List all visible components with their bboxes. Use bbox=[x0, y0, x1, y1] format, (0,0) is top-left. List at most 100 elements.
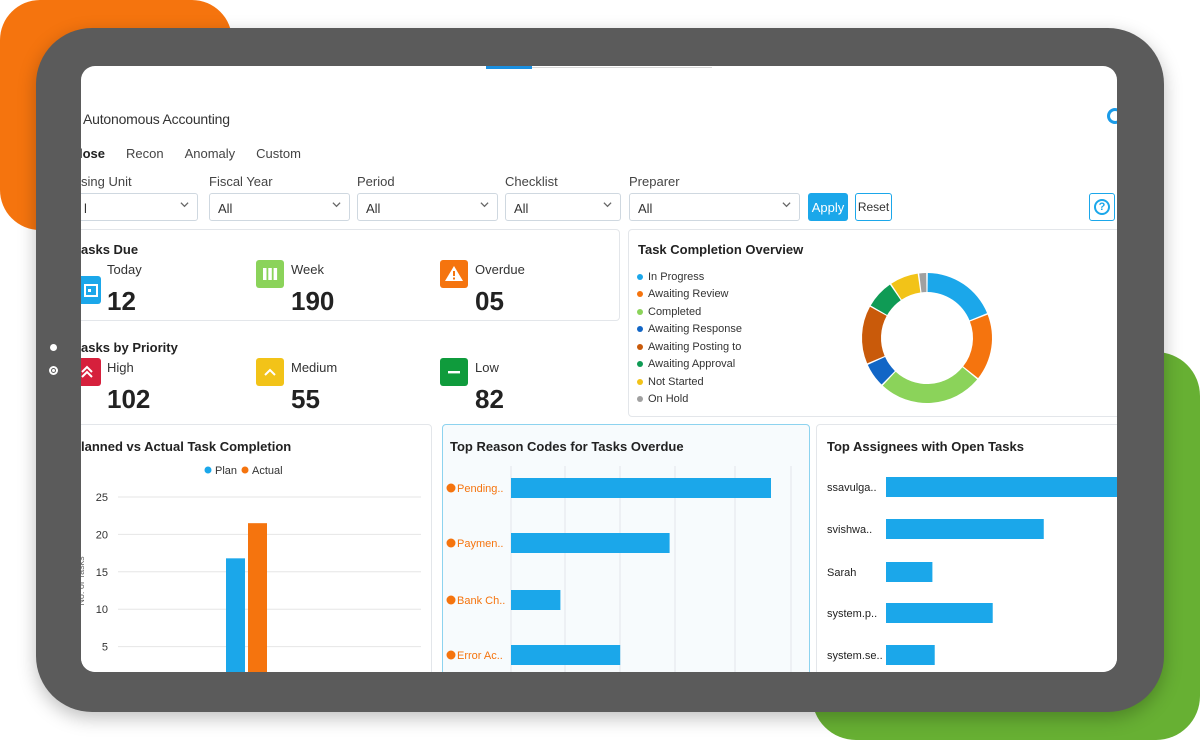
top-scroll-track bbox=[532, 67, 712, 68]
module-tabs: lose Recon Anomaly Custom bbox=[81, 146, 301, 161]
today-count[interactable]: 12 bbox=[107, 286, 136, 316]
question-mark-icon: ? bbox=[1094, 199, 1110, 215]
bar-plan[interactable] bbox=[226, 558, 245, 672]
reason-label[interactable]: Pending.. bbox=[457, 483, 503, 495]
legend-item[interactable]: Awaiting Posting to bbox=[637, 341, 741, 353]
week-columns-icon bbox=[256, 260, 284, 288]
assignee-bar[interactable] bbox=[886, 477, 1117, 497]
legend-item[interactable]: Completed bbox=[637, 306, 701, 318]
tasks-priority-title: asks by Priority bbox=[81, 340, 178, 355]
tab-custom[interactable]: Custom bbox=[256, 146, 301, 161]
checklist-value: All bbox=[514, 201, 529, 216]
brand-logo-icon bbox=[1107, 108, 1117, 124]
business-unit-select[interactable]: l bbox=[81, 193, 198, 221]
assignee-label[interactable]: Sarah bbox=[827, 567, 856, 579]
legend-label: Completed bbox=[648, 306, 702, 318]
overdue-label: Overdue bbox=[475, 262, 525, 277]
assignees-title: Top Assignees with Open Tasks bbox=[827, 439, 1024, 454]
assignee-bar[interactable] bbox=[886, 519, 1044, 539]
legend-swatch bbox=[637, 291, 643, 297]
low-count[interactable]: 82 bbox=[475, 384, 504, 414]
assignee-bar[interactable] bbox=[886, 603, 993, 623]
legend-item[interactable]: In Progress bbox=[637, 271, 704, 283]
y-tick-label: 25 bbox=[96, 492, 108, 504]
y-tick-label: 15 bbox=[96, 567, 108, 579]
tab-anomaly[interactable]: Anomaly bbox=[184, 146, 236, 161]
legend-item[interactable]: Awaiting Review bbox=[637, 288, 729, 300]
legend-swatch bbox=[637, 326, 643, 332]
tab-close[interactable]: lose bbox=[81, 146, 106, 161]
tab-recon[interactable]: Recon bbox=[126, 146, 164, 161]
donut-slice[interactable] bbox=[963, 314, 992, 379]
overdue-count[interactable]: 05 bbox=[475, 286, 504, 316]
assignee-bar[interactable] bbox=[886, 562, 933, 582]
y-axis-label: No. of Tasks bbox=[81, 556, 86, 606]
legend-swatch bbox=[637, 361, 643, 367]
chevron-down-icon bbox=[332, 202, 341, 208]
assignee-label[interactable]: svishwa.. bbox=[827, 524, 872, 536]
dashboard-screen: Autonomous Accounting lose Recon Anomaly… bbox=[81, 66, 1117, 672]
legend-swatch bbox=[637, 344, 643, 350]
business-unit-value: l bbox=[84, 201, 87, 216]
donut-slice[interactable] bbox=[861, 306, 887, 364]
legend-item[interactable]: On Hold bbox=[637, 393, 688, 405]
reason-bar[interactable] bbox=[511, 590, 561, 610]
filter-label-preparer: Preparer bbox=[629, 174, 680, 189]
y-tick-label: 5 bbox=[102, 642, 108, 654]
preparer-value: All bbox=[638, 201, 653, 216]
reason-codes-title: Top Reason Codes for Tasks Overdue bbox=[450, 439, 684, 454]
legend-label: Actual bbox=[252, 465, 283, 477]
reason-bar[interactable] bbox=[511, 478, 771, 498]
legend-swatch bbox=[637, 309, 643, 315]
help-button[interactable]: ? bbox=[1089, 193, 1115, 221]
assignee-label[interactable]: system.se.. bbox=[827, 650, 883, 662]
today-label: Today bbox=[107, 262, 142, 277]
assignee-bar[interactable] bbox=[886, 645, 935, 665]
legend-item[interactable]: Awaiting Approval bbox=[637, 358, 735, 370]
legend-label: Awaiting Approval bbox=[648, 358, 736, 370]
legend-item[interactable]: Awaiting Response bbox=[637, 323, 742, 335]
app-title: Autonomous Accounting bbox=[83, 111, 230, 127]
donut-slice[interactable] bbox=[891, 273, 921, 300]
donut-slice[interactable] bbox=[919, 273, 927, 293]
week-count[interactable]: 190 bbox=[291, 286, 335, 316]
reason-bullet-icon bbox=[446, 538, 456, 548]
checklist-select[interactable]: All bbox=[505, 193, 621, 221]
minus-icon bbox=[440, 358, 468, 386]
reset-button[interactable]: Reset bbox=[855, 193, 892, 221]
reason-bar[interactable] bbox=[511, 533, 670, 553]
high-label: High bbox=[107, 360, 134, 375]
tasks-due-panel bbox=[81, 229, 620, 321]
donut-slice[interactable] bbox=[882, 367, 978, 403]
week-label: Week bbox=[291, 262, 324, 277]
period-select[interactable]: All bbox=[357, 193, 498, 221]
medium-count[interactable]: 55 bbox=[291, 384, 320, 414]
donut-slice[interactable] bbox=[867, 356, 895, 385]
legend-item[interactable]: Not Started bbox=[637, 376, 704, 388]
legend-label: Awaiting Response bbox=[648, 323, 742, 335]
completion-overview-title: Task Completion Overview bbox=[638, 242, 804, 257]
apply-button[interactable]: Apply bbox=[808, 193, 848, 221]
donut-slice[interactable] bbox=[870, 284, 901, 315]
bar-actual[interactable] bbox=[248, 523, 267, 672]
calendar-icon bbox=[81, 276, 101, 304]
preparer-select[interactable]: All bbox=[629, 193, 800, 221]
assignee-label[interactable]: ssavulga.. bbox=[827, 482, 877, 494]
reason-bar[interactable] bbox=[511, 645, 621, 665]
planned-actual-title: lanned vs Actual Task Completion bbox=[81, 439, 292, 454]
legend-label: Awaiting Posting to bbox=[648, 341, 742, 353]
legend-swatch bbox=[637, 274, 643, 280]
reason-label[interactable]: Bank Ch.. bbox=[457, 595, 505, 607]
reason-label[interactable]: Paymen.. bbox=[457, 538, 503, 550]
reason-label[interactable]: Error Ac.. bbox=[457, 650, 503, 662]
fiscal-year-select[interactable]: All bbox=[209, 193, 350, 221]
medium-label: Medium bbox=[291, 360, 338, 375]
high-count[interactable]: 102 bbox=[107, 384, 151, 414]
assignees-panel bbox=[816, 424, 1117, 672]
legend-label: In Progress bbox=[648, 271, 705, 283]
donut-slice[interactable] bbox=[927, 273, 988, 321]
planned-actual-chart: Plan Actual 25 20 15 10 5 No. of Tasks bbox=[81, 465, 421, 672]
assignee-label[interactable]: system.p.. bbox=[827, 608, 877, 620]
low-label: Low bbox=[475, 360, 499, 375]
tablet-camera-dot bbox=[50, 344, 57, 351]
